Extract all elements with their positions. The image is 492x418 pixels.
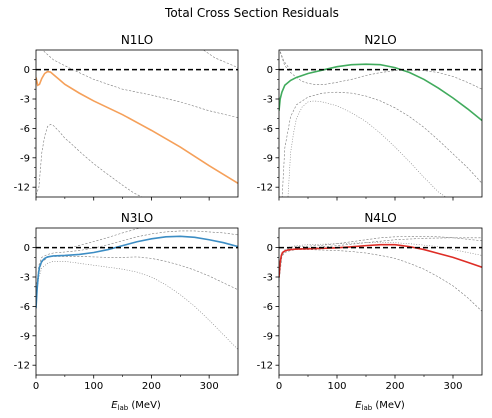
y-tick-label: -9 (263, 331, 273, 342)
y-tick-label: -6 (20, 124, 30, 135)
series-band-line (42, 50, 238, 118)
panel-frame (35, 227, 239, 376)
x-axis-label-main-right: E (355, 400, 362, 411)
x-tick-label: 200 (142, 381, 161, 392)
series-band-line (296, 237, 482, 249)
y-tick-label: -9 (263, 153, 273, 164)
panels: N1LO 0 -3 -6 -9 -12 N2LO 0 -3 -6 -9 -12 N3LO 0 -3 -6 -9 -… (14, 33, 483, 392)
x-axis-label-sub: lab (118, 404, 129, 412)
x-tick-label: 0 (276, 381, 282, 392)
panel-frame (278, 49, 483, 198)
y-tick-label: -3 (263, 95, 273, 106)
series-main-line (279, 63, 482, 122)
x-axis-label-main: E (111, 400, 118, 411)
panel-n2lo: N2LO 0 -3 -6 -9 -12 (257, 33, 483, 201)
panel-frame (35, 49, 239, 198)
x-tick-label: 0 (33, 381, 39, 392)
series-band-line (279, 249, 482, 312)
panel-title: N3LO (121, 211, 153, 225)
y-tick-label: 0 (267, 65, 273, 76)
y-tick-label: -9 (20, 331, 30, 342)
y-tick-label: 0 (24, 243, 30, 254)
plot-area (279, 236, 482, 312)
series-band-line (36, 230, 238, 292)
y-tick-label: -6 (263, 302, 273, 313)
x-tick-label: 300 (443, 381, 462, 392)
y-tick-label: 0 (267, 243, 273, 254)
series-band-line (202, 50, 238, 68)
y-tick-label: -3 (263, 273, 273, 284)
plot-area (36, 228, 238, 350)
y-tick-label: -6 (20, 302, 30, 313)
panel-title: N2LO (364, 33, 396, 47)
x-tick-label: 200 (385, 381, 404, 392)
series-band-line (281, 91, 482, 197)
x-tick-label: 100 (327, 381, 346, 392)
series-band-line (36, 124, 143, 197)
panel-n1lo: N1LO 0 -3 -6 -9 -12 (14, 33, 239, 201)
plot-area (36, 50, 238, 197)
y-tick-label: -12 (14, 361, 30, 372)
series-main-line (36, 235, 238, 309)
y-tick-label: -6 (263, 124, 273, 135)
y-tick-label: -12 (257, 183, 273, 194)
x-axis-label-right: Elab (MeV) (355, 400, 405, 412)
series-main-line (36, 70, 238, 184)
y-tick-label: -12 (257, 361, 273, 372)
x-axis-label-unit: (MeV) (128, 400, 161, 411)
y-tick-label: -3 (20, 95, 30, 106)
x-axis-label-left: Elab (MeV) (111, 400, 161, 412)
series-band-line (279, 50, 290, 69)
y-tick-label: 0 (24, 65, 30, 76)
x-axis-label-unit-right: (MeV) (372, 400, 405, 411)
x-tick-label: 100 (84, 381, 103, 392)
y-tick-label: -3 (20, 273, 30, 284)
panel-frame (278, 227, 483, 376)
x-axis-label-sub-right: lab (362, 404, 373, 412)
figure-title: Total Cross Section Residuals (164, 6, 339, 20)
plot-area (279, 50, 482, 197)
x-tick-label: 300 (200, 381, 219, 392)
y-tick-label: -9 (20, 153, 30, 164)
panel-title: N4LO (364, 211, 396, 225)
y-tick-label: -12 (14, 183, 30, 194)
panel-title: N1LO (121, 33, 153, 47)
series-band-line (36, 256, 238, 297)
series-band-line (287, 100, 447, 197)
